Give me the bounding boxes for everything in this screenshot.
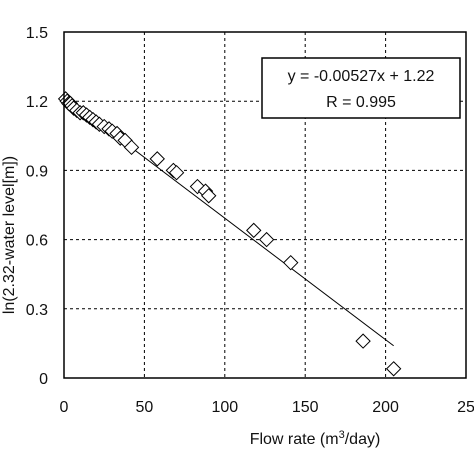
correlation-value: R = 0.995 <box>326 94 396 111</box>
y-tick-label: 0.9 <box>26 163 48 180</box>
y-tick-label: 0.3 <box>26 302 48 319</box>
x-tick-label: 25 <box>457 399 474 416</box>
data-point-marker <box>168 164 185 181</box>
y-tick-label: 0.6 <box>26 233 48 250</box>
x-axis-title: Flow rate (m3/day) <box>250 429 381 448</box>
x-tick-label: 0 <box>60 399 69 416</box>
data-point-marker <box>258 231 275 248</box>
data-points <box>57 91 402 377</box>
y-axis-title: ln(2.32-water level[m]) <box>1 156 18 314</box>
equation-box-frame <box>261 57 461 119</box>
regression-equation: y = -0.00527x + 1.22 <box>288 68 435 85</box>
data-point-marker <box>283 254 299 271</box>
plot-frame <box>63 31 467 379</box>
equation-box: y = -0.00527x + 1.22 R = 0.995 <box>261 57 461 119</box>
data-point-marker <box>123 139 140 156</box>
data-point-marker <box>201 188 217 204</box>
x-tick-label: 200 <box>372 399 399 416</box>
x-tick-label: 50 <box>136 399 154 416</box>
x-tick-label: 100 <box>211 399 238 416</box>
y-tick-label: 1.5 <box>26 25 48 42</box>
data-point-marker <box>385 361 402 377</box>
y-tick-label: 1.2 <box>26 94 48 111</box>
data-point-marker <box>246 222 262 239</box>
data-point-marker <box>149 151 165 167</box>
x-tick-label: 150 <box>292 399 319 416</box>
y-tick-label: 0 <box>39 371 48 388</box>
data-point-marker <box>355 333 371 349</box>
